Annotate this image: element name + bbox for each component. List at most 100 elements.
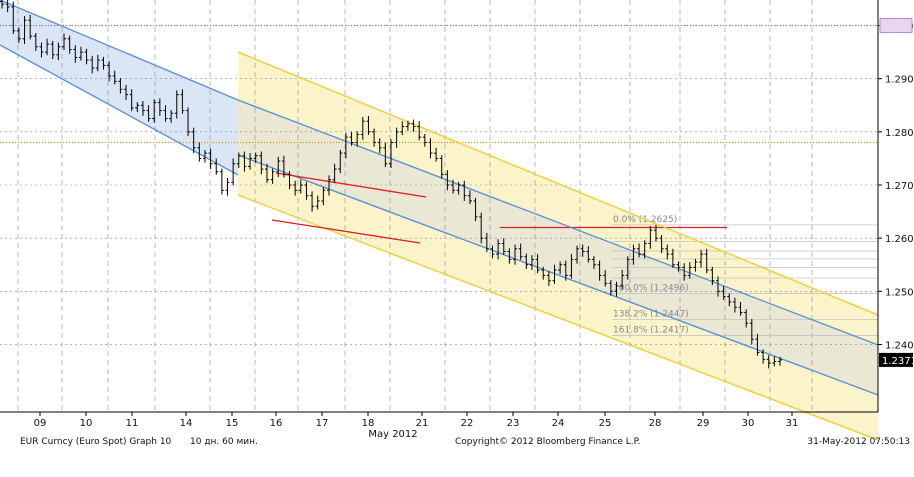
price-bar <box>676 261 681 272</box>
price-bar <box>569 254 574 279</box>
blue-channel-fill <box>0 0 238 175</box>
price-bar <box>186 107 191 137</box>
x-tick-label: 14 <box>180 418 193 429</box>
price-bar <box>214 158 219 175</box>
last-price-label: 1.2371 <box>882 356 914 367</box>
x-tick-label: 29 <box>697 418 710 429</box>
channel-line-yellow <box>237 51 879 316</box>
price-bar <box>625 256 630 280</box>
price-bar <box>208 148 213 170</box>
price-bar <box>28 14 33 40</box>
price-bar <box>140 101 145 116</box>
price-bar <box>552 264 557 284</box>
price-bar <box>326 175 331 196</box>
x-tick-label: 09 <box>34 418 47 429</box>
price-bar <box>687 262 692 279</box>
price-bar <box>225 178 230 196</box>
price-bar <box>0 0 4 9</box>
channel-line-yellow <box>237 194 879 441</box>
copyright-label: Copyright© 2012 Bloomberg Finance L.P. <box>455 437 640 447</box>
price-bar <box>197 142 202 162</box>
price-bar <box>191 127 196 154</box>
price-bar <box>591 256 596 269</box>
price-bar <box>608 280 613 296</box>
channel-line-blue <box>0 0 239 101</box>
y-tick-label: 1.2900 <box>885 75 914 86</box>
price-bar <box>248 153 253 170</box>
price-bar <box>451 179 456 194</box>
price-bar <box>597 260 602 281</box>
price-bar <box>580 244 585 257</box>
price-bar <box>394 127 399 148</box>
price-bar <box>321 187 326 206</box>
price-bar <box>219 168 224 195</box>
price-bar <box>467 190 472 205</box>
price-bar <box>355 131 360 147</box>
price-bar <box>631 244 636 265</box>
price-bar <box>315 195 320 210</box>
price-bar <box>439 155 444 179</box>
price-bar <box>50 40 55 60</box>
x-tick-label: 18 <box>362 418 375 429</box>
price-bar <box>157 98 162 116</box>
price-bar <box>541 266 546 280</box>
price-bar <box>529 255 534 271</box>
price-bar <box>586 246 591 263</box>
price-bar <box>129 89 134 112</box>
price-bar <box>484 232 489 252</box>
x-tick-label: 24 <box>552 418 565 429</box>
price-bar <box>693 258 698 272</box>
price-bar <box>11 1 16 35</box>
price-bar <box>648 225 653 249</box>
price-bar <box>546 271 551 287</box>
price-bar <box>405 120 410 131</box>
price-bar <box>22 15 27 45</box>
price-bar <box>253 152 258 163</box>
y-tick-label: 1.2600 <box>885 234 914 245</box>
price-bar <box>422 133 427 147</box>
x-tick-label: 23 <box>507 418 520 429</box>
price-bar <box>242 151 247 172</box>
price-bar <box>445 170 450 191</box>
price-bar <box>95 54 100 72</box>
x-tick-label: 22 <box>461 418 474 429</box>
y-tick-label: 1.2800 <box>885 128 914 139</box>
price-bar <box>383 142 388 167</box>
price-bar <box>112 70 117 85</box>
price-bar <box>428 138 433 159</box>
price-bar <box>118 78 123 94</box>
price-bar <box>293 180 298 196</box>
price-bar <box>744 309 749 328</box>
price-bar <box>749 318 754 345</box>
price-bar <box>174 90 179 119</box>
trendline-red <box>271 219 421 244</box>
x-tick-label: 21 <box>416 418 429 429</box>
price-bar <box>563 260 568 281</box>
price-bar <box>78 46 83 61</box>
price-bar <box>135 102 140 113</box>
price-bar <box>637 243 642 258</box>
price-bar <box>16 27 21 44</box>
price-bar <box>124 85 129 100</box>
price-bar <box>417 121 422 141</box>
price-bar <box>304 181 309 200</box>
price-bar <box>180 89 185 114</box>
price-bar <box>670 248 675 268</box>
price-bar <box>33 32 38 52</box>
y-tick-label: 1.2400 <box>885 340 914 351</box>
y-tick-label: 1.2700 <box>885 181 914 192</box>
x-tick-label: 15 <box>226 418 239 429</box>
price-bar <box>479 212 484 244</box>
x-tick-label: 11 <box>126 418 139 429</box>
price-bar <box>287 171 292 190</box>
price-bar <box>360 116 365 140</box>
price-bar <box>152 99 157 123</box>
price-bar <box>377 138 382 154</box>
price-bar <box>231 158 236 186</box>
price-bar <box>558 261 563 275</box>
price-bar <box>349 131 354 146</box>
price-bar <box>659 234 664 254</box>
channel-line-blue <box>237 99 879 346</box>
fib-level-label: 161.8% (1.2417) <box>613 325 689 335</box>
